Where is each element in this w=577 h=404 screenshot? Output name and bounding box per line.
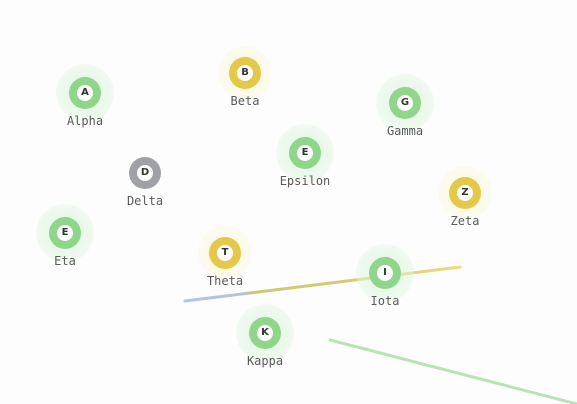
node-zeta-letter: Z <box>457 185 473 201</box>
node-alpha-letter: A <box>77 85 93 101</box>
node-iota-circle[interactable]: I <box>369 257 401 289</box>
node-beta-label: Beta <box>230 94 260 108</box>
node-alpha-label: Alpha <box>66 114 104 128</box>
node-gamma-circle[interactable]: G <box>389 87 421 119</box>
node-delta-circle[interactable]: D <box>129 157 161 189</box>
node-eta-label: Eta <box>54 254 76 268</box>
node-beta-letter: B <box>237 65 253 81</box>
node-delta-letter: D <box>137 165 153 181</box>
node-theta-label: Theta <box>206 274 244 288</box>
node-zeta-circle[interactable]: Z <box>449 177 481 209</box>
node-gamma-label: Gamma <box>386 124 424 138</box>
node-alpha-circle[interactable]: A <box>69 77 101 109</box>
node-theta-circle[interactable]: T <box>209 237 241 269</box>
node-zeta-label: Zeta <box>450 214 480 228</box>
node-theta-letter: T <box>217 245 233 261</box>
node-gamma-letter: G <box>397 95 413 111</box>
node-delta-label: Delta <box>126 194 164 208</box>
edge-kappa-offscreen[interactable] <box>328 338 577 404</box>
node-eta-circle[interactable]: E <box>49 217 81 249</box>
node-kappa-circle[interactable]: K <box>249 317 281 349</box>
edge-theta-iota[interactable] <box>183 265 462 303</box>
node-epsilon-letter: E <box>297 145 313 161</box>
node-kappa-letter: K <box>257 325 273 341</box>
node-eta-letter: E <box>57 225 73 241</box>
node-kappa-label: Kappa <box>246 354 284 368</box>
node-iota-letter: I <box>377 265 393 281</box>
node-iota-label: Iota <box>370 294 400 308</box>
node-beta-circle[interactable]: B <box>229 57 261 89</box>
node-epsilon-circle[interactable]: E <box>289 137 321 169</box>
node-epsilon-label: Epsilon <box>279 174 331 188</box>
